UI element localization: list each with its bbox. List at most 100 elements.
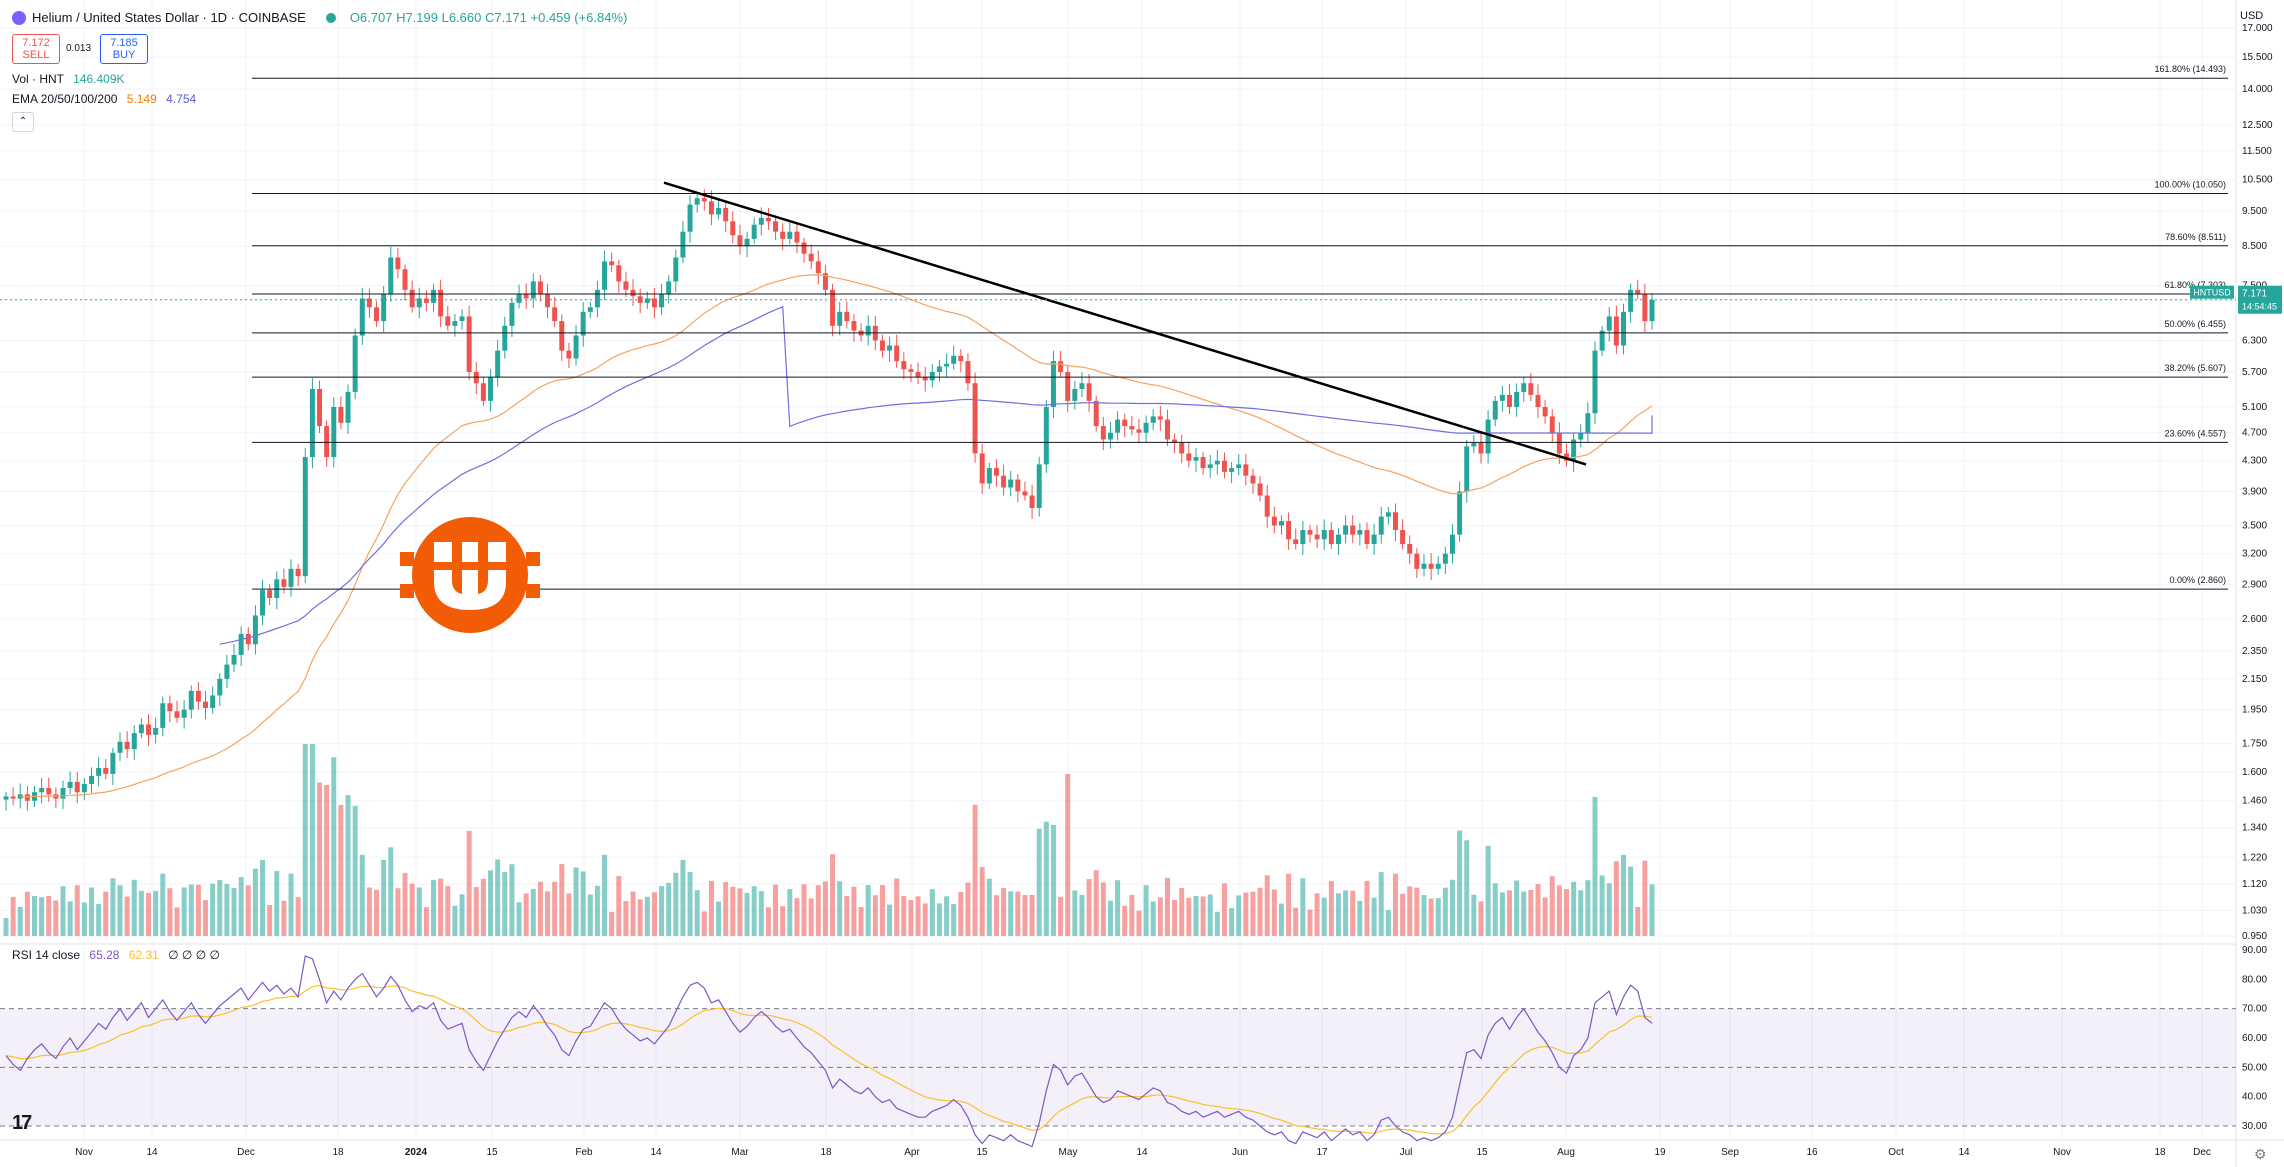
volume-bar (580, 871, 586, 936)
volume-bar (972, 804, 978, 936)
candle-body (1585, 413, 1591, 433)
chevron-up-icon[interactable]: ⌃ (12, 112, 34, 132)
currency-selector[interactable]: USD (2240, 10, 2264, 22)
volume-bar (744, 892, 750, 936)
rsi-extra-values: ∅ ∅ ∅ ∅ (168, 948, 220, 962)
x-tick-label: 18 (332, 1147, 344, 1158)
candle-body (865, 325, 871, 336)
volume-bar (388, 847, 394, 936)
candle-body (138, 724, 144, 734)
rsi-line (5, 955, 1653, 1148)
fib-level-label: 38.20% (5.607) (2164, 363, 2226, 373)
ema-indicator-legend[interactable]: EMA 20/50/100/200 5.149 4.754 (12, 92, 196, 106)
volume-bar (46, 895, 52, 936)
volume-bar (224, 883, 230, 936)
candle-body (1321, 530, 1327, 540)
candle-body (210, 695, 216, 709)
volume-bar (965, 882, 971, 936)
price-tick-label: 12.500 (2242, 120, 2273, 131)
gear-icon[interactable]: ⚙ (2254, 1146, 2267, 1162)
volume-bar (758, 891, 764, 936)
volume-bar (146, 892, 152, 936)
volume-bar (1549, 876, 1555, 936)
candle-body (388, 257, 394, 295)
volume-bar (309, 744, 315, 936)
volume-bar (1563, 889, 1569, 936)
fib-level-label: 100.00% (10.050) (2154, 179, 2226, 189)
x-tick-label: 19 (1654, 1147, 1666, 1158)
candle-body (922, 377, 928, 381)
volume-bar (1578, 890, 1584, 936)
volume-bar (1221, 883, 1227, 936)
x-tick-label: Jun (1232, 1147, 1248, 1158)
volume-bar (1649, 884, 1655, 936)
candle-body (1457, 491, 1463, 535)
candle-body (894, 345, 900, 362)
fib-level-label: 78.60% (8.511) (2165, 232, 2226, 242)
volume-bar (1136, 910, 1142, 936)
fib-level-label: 0.00% (2.860) (2169, 575, 2226, 585)
volume-bar (1015, 891, 1021, 936)
volume-bar (17, 906, 23, 936)
volume-bar (1157, 897, 1163, 936)
candle-body (758, 217, 764, 225)
sell-button[interactable]: 7.172 SELL (12, 34, 60, 64)
candle-body (1207, 464, 1213, 469)
candle-body (331, 406, 337, 458)
candle-body (830, 289, 836, 326)
x-tick-label: 15 (976, 1147, 988, 1158)
candle-body (1143, 422, 1149, 433)
candle-body (124, 741, 130, 750)
volume-bar (1542, 897, 1548, 936)
volume-bar (1286, 873, 1292, 936)
volume-bar (1314, 893, 1320, 936)
volume-bar (374, 889, 380, 936)
rsi-tick-label: 90.00 (2242, 945, 2267, 956)
volume-bar (1029, 894, 1035, 936)
candle-body (395, 257, 401, 270)
volume-bar (110, 878, 116, 936)
volume-bar (295, 897, 301, 936)
candle-body (1400, 530, 1406, 545)
ema-50-line (20, 274, 1653, 798)
buy-button[interactable]: 7.185 BUY (100, 34, 148, 64)
volume-bar (210, 883, 216, 936)
volume-bar (1521, 891, 1527, 936)
volume-bar (1172, 899, 1178, 936)
volume-bar (366, 887, 372, 936)
candle-body (1514, 391, 1520, 407)
x-tick-label: Mar (731, 1147, 749, 1158)
candle-body (1435, 563, 1441, 569)
volume-bar (716, 901, 722, 936)
volume-bar (1065, 774, 1071, 936)
price-tick-label: 3.500 (2242, 521, 2267, 532)
rsi-indicator-legend[interactable]: RSI 14 close 65.28 62.31 ∅ ∅ ∅ ∅ (12, 948, 220, 962)
volume-bar (1050, 824, 1056, 936)
volume-bar (1464, 840, 1470, 936)
volume-bar (958, 892, 964, 936)
candle-body (509, 302, 515, 326)
volume-bar (1335, 893, 1341, 936)
candle-body (431, 289, 437, 303)
candle-body (730, 221, 736, 236)
volume-bar (96, 903, 102, 936)
x-tick-label: May (1059, 1147, 1078, 1158)
volume-bar (1300, 878, 1306, 936)
fib-level-label: 50.00% (6.455) (2164, 319, 2226, 329)
ema-value-a: 5.149 (126, 92, 157, 106)
volume-bar (516, 902, 522, 936)
chart-header: Helium / United States Dollar · 1D · COI… (12, 10, 627, 25)
volume-indicator-legend[interactable]: Vol · HNT 146.409K (12, 72, 125, 86)
volume-bar (1058, 896, 1064, 936)
candle-body (716, 207, 722, 215)
volume-bar (1122, 905, 1128, 936)
price-tick-label: 8.500 (2242, 241, 2267, 252)
volume-bar (1150, 901, 1156, 936)
price-tick-label: 0.950 (2242, 931, 2267, 942)
volume-bar (687, 871, 693, 936)
bar-countdown: 14:54:45 (2242, 302, 2277, 312)
volume-bar (138, 890, 144, 936)
candle-body (1193, 457, 1199, 461)
candle-body (1371, 534, 1377, 545)
